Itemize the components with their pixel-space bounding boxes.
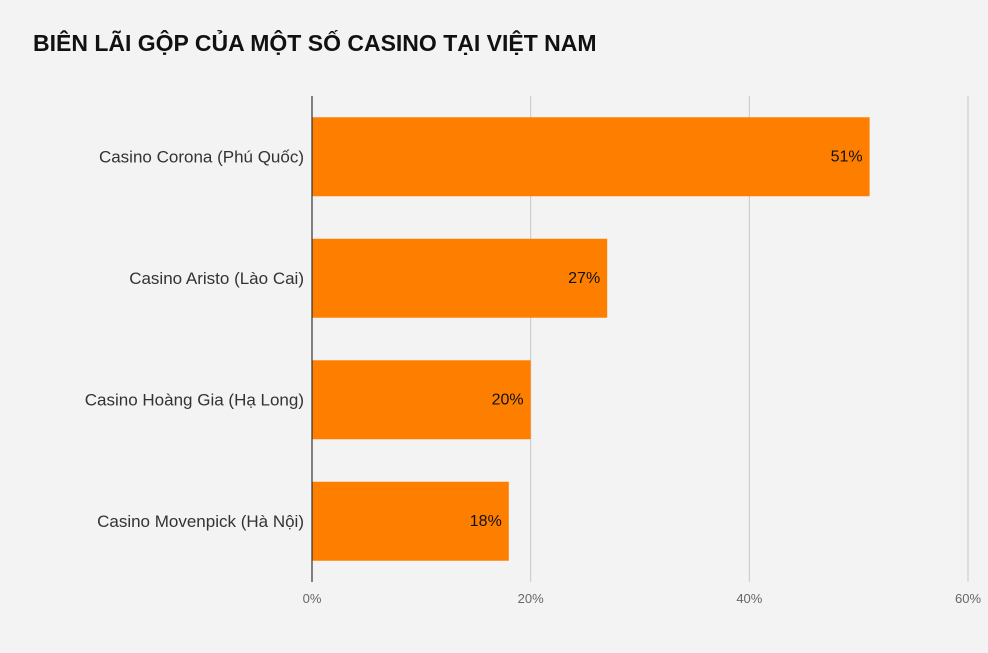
category-label: Casino Corona (Phú Quốc) <box>99 147 304 166</box>
value-label: 51% <box>831 148 863 165</box>
category-label: Casino Movenpick (Hà Nội) <box>97 512 304 531</box>
bars <box>312 117 870 561</box>
value-labels: 51% 27% 20% 18% <box>470 148 863 530</box>
x-tick-labels: 0% 20% 40% 60% <box>303 591 982 606</box>
category-labels: Casino Corona (Phú Quốc) Casino Aristo (L… <box>85 147 304 531</box>
chart-title: BIÊN LÃI GỘP CỦA MỘT SỐ CASINO TẠI VIỆT … <box>33 30 597 56</box>
x-tick-label: 60% <box>955 591 981 606</box>
value-label: 20% <box>492 391 524 408</box>
category-label: Casino Aristo (Lào Cai) <box>129 269 304 288</box>
category-label: Casino Hoàng Gia (Hạ Long) <box>85 390 304 409</box>
value-label: 18% <box>470 513 502 530</box>
x-tick-label: 40% <box>736 591 762 606</box>
bar <box>312 481 509 561</box>
bar <box>312 360 531 440</box>
x-tick-label: 20% <box>518 591 544 606</box>
bar <box>312 238 608 318</box>
x-tick-label: 0% <box>303 591 322 606</box>
bar <box>312 117 870 197</box>
value-label: 27% <box>568 270 600 287</box>
